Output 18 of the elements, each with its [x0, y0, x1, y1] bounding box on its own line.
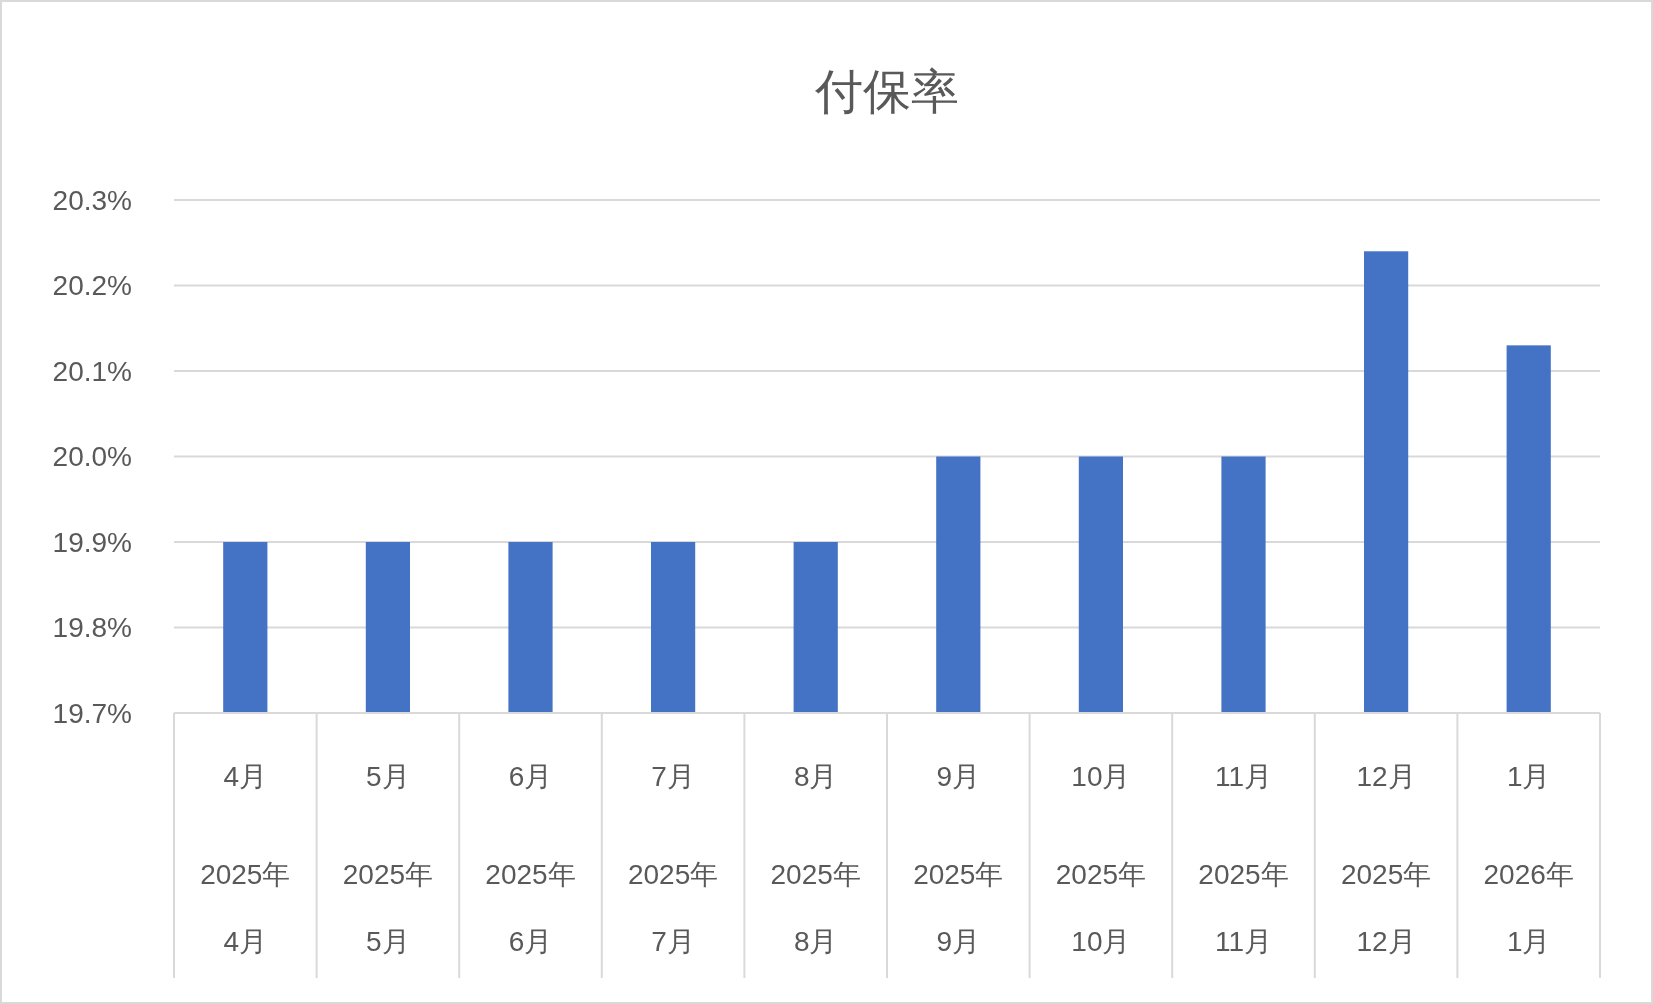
category-label: 10月 2025年 10月 — [1055, 760, 1147, 957]
category-label: 8月 2025年 8月 — [770, 760, 861, 957]
category-label: 5月 2025年 5月 — [342, 760, 434, 957]
category-label: 1月 2026年 1月 — [1483, 760, 1574, 957]
chart-title: 付保率 — [814, 65, 959, 118]
y-tick-label: 20.3% — [52, 184, 132, 216]
category-label: 6月 2025年 6月 — [485, 760, 576, 957]
category-label: 7月 2025年 7月 — [627, 760, 719, 957]
category-label: 4月 2025年 4月 — [200, 760, 291, 957]
y-tick-label: 19.8% — [52, 612, 132, 644]
y-tick-label: 20.1% — [52, 355, 132, 387]
y-tick-label: 20.0% — [52, 441, 132, 473]
y-tick-label: 19.7% — [52, 697, 132, 729]
y-tick-label: 19.9% — [52, 526, 132, 558]
category-label: 12月 2025年 12月 — [1340, 760, 1432, 957]
y-tick-label: 20.2% — [52, 270, 132, 302]
category-label: 11月 2025年 11月 — [1198, 760, 1289, 957]
category-label: 9月 2025年 9月 — [913, 760, 1004, 957]
